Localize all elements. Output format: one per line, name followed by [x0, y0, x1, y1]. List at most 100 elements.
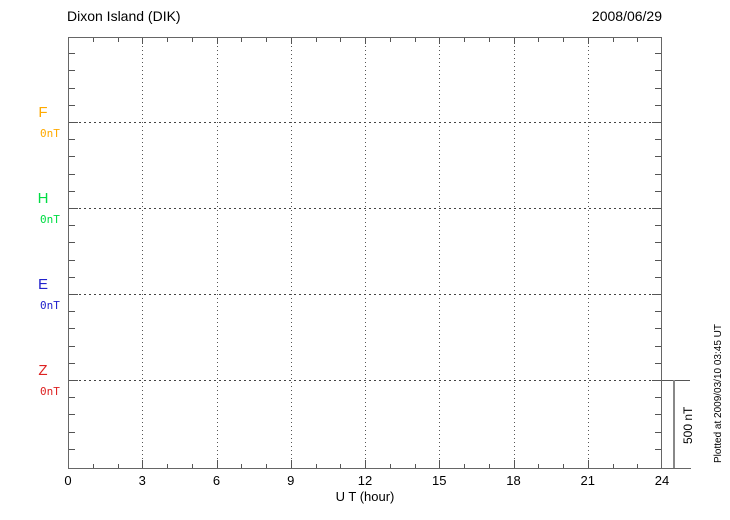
bottom-tick: [92, 464, 94, 468]
left-tick: [69, 294, 78, 295]
right-tick: [655, 397, 661, 399]
bottom-tick: [340, 464, 342, 468]
x-tick-label: 9: [287, 473, 295, 488]
channel-label-h: H: [37, 190, 49, 207]
x-tick-label: 21: [580, 473, 595, 488]
right-tick: [655, 70, 661, 72]
bottom-tick: [563, 464, 564, 468]
top-tick: [414, 38, 416, 42]
channel-label-z: Z: [38, 362, 48, 379]
scale-bar-line: [673, 380, 675, 469]
x-tick-label: 6: [212, 473, 221, 488]
bottom-tick: [167, 464, 168, 468]
right-tick: [652, 294, 661, 295]
left-tick: [69, 225, 75, 227]
bottom-tick: [464, 464, 465, 468]
top-tick: [538, 38, 540, 42]
right-tick: [655, 87, 661, 89]
top-tick: [117, 38, 119, 42]
grid-line-vertical: [365, 38, 366, 468]
right-tick: [655, 53, 661, 55]
channel-baseline-label-f: 0nT: [40, 127, 60, 140]
left-tick: [69, 276, 75, 278]
top-tick: [365, 38, 366, 44]
right-tick: [655, 156, 661, 158]
scale-bar-bottom-line: [662, 468, 691, 469]
left-tick: [69, 139, 75, 141]
x-tick-label: 12: [357, 473, 373, 488]
top-tick: [290, 38, 292, 44]
top-tick: [167, 38, 168, 42]
right-tick: [652, 208, 661, 209]
right-tick: [655, 225, 661, 227]
left-tick: [69, 70, 75, 72]
bottom-tick: [290, 460, 292, 468]
bottom-tick: [266, 464, 267, 468]
bottom-tick: [117, 464, 119, 468]
channel-baseline-label-h: 0nT: [40, 213, 60, 226]
top-tick: [142, 38, 144, 44]
baseline-f: [69, 122, 661, 123]
bottom-tick: [488, 464, 490, 468]
grid-line-vertical: [216, 38, 218, 468]
left-tick: [69, 328, 75, 330]
left-tick: [69, 431, 75, 433]
x-tick-label: 0: [64, 473, 72, 488]
left-tick: [69, 259, 75, 261]
right-tick: [655, 448, 661, 450]
left-tick: [69, 173, 75, 175]
right-tick: [655, 362, 661, 364]
right-tick: [655, 414, 661, 416]
plot-timestamp-footnote: Plotted at 2009/03/10 03:45 UT: [713, 324, 724, 463]
bottom-tick: [216, 460, 218, 468]
top-tick: [488, 38, 490, 42]
right-tick: [655, 104, 661, 106]
bottom-tick: [637, 464, 639, 468]
left-tick: [69, 87, 75, 89]
x-tick-label: 24: [654, 473, 670, 488]
bottom-tick: [365, 460, 366, 468]
x-axis-label: U T (hour): [335, 489, 395, 504]
top-tick: [612, 38, 614, 42]
x-tick-label: 3: [138, 473, 146, 488]
top-tick: [513, 38, 515, 44]
top-tick: [216, 38, 218, 44]
left-tick: [69, 397, 75, 399]
left-tick: [69, 122, 78, 123]
left-tick: [69, 380, 78, 381]
bottom-tick: [241, 464, 243, 468]
baseline-h: [69, 208, 661, 209]
grid-line-vertical: [587, 38, 589, 468]
right-tick: [652, 122, 661, 123]
bottom-tick: [414, 464, 416, 468]
right-tick: [655, 139, 661, 141]
right-tick: [655, 431, 661, 433]
top-tick: [637, 38, 639, 42]
top-tick: [587, 38, 589, 44]
top-tick: [191, 38, 193, 42]
right-tick: [652, 380, 661, 381]
left-tick: [69, 345, 75, 347]
grid-line-vertical: [290, 38, 292, 468]
left-tick: [69, 53, 75, 55]
channel-baseline-label-e: 0nT: [40, 299, 60, 312]
bottom-tick: [315, 464, 317, 468]
page-title: Dixon Island (DIK): [67, 8, 181, 24]
left-tick: [69, 208, 78, 209]
bottom-tick: [389, 464, 391, 468]
right-tick: [655, 259, 661, 261]
scale-bar-label: 500 nT: [681, 406, 695, 444]
right-tick: [655, 328, 661, 330]
bottom-tick: [587, 460, 589, 468]
left-tick: [69, 156, 75, 158]
right-tick: [655, 242, 661, 244]
right-tick: [655, 345, 661, 347]
plot-area: [68, 37, 662, 469]
top-tick: [563, 38, 564, 42]
right-tick: [655, 276, 661, 278]
left-tick: [69, 311, 75, 313]
x-tick-label: 18: [506, 473, 521, 488]
top-tick: [241, 38, 243, 42]
plot-date: 2008/06/29: [591, 8, 662, 24]
